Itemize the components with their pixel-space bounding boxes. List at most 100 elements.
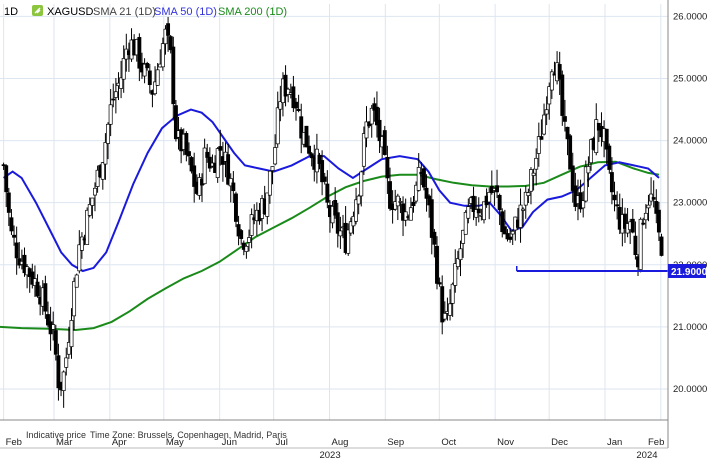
candle-body [325, 183, 330, 203]
candlestick-series [1, 16, 664, 408]
x-tick-label: Nov [497, 437, 514, 448]
candle-body [609, 172, 614, 193]
candle-body [244, 245, 249, 252]
x-tick-label: Jan [607, 437, 622, 448]
candle-body [1, 164, 6, 167]
candle-body [482, 201, 486, 221]
candle-body [356, 195, 361, 205]
candle-body [66, 342, 71, 355]
candle-body [544, 109, 549, 115]
candle-body [487, 191, 492, 203]
legend-sma21[interactable]: SMA 21 (1D) [93, 6, 156, 18]
candle-body [424, 187, 429, 199]
candle-body [12, 234, 16, 238]
candle-body [87, 204, 92, 216]
y-tick-label: 23.0000 [673, 198, 707, 209]
candle-body [374, 106, 379, 126]
candle-body [64, 357, 69, 368]
candle-body [189, 157, 194, 172]
y-tick-label: 26.0000 [673, 11, 707, 22]
candle-body [476, 208, 481, 214]
candle-body [69, 320, 74, 348]
candle-body [171, 46, 176, 105]
candle-body [453, 263, 458, 286]
candle-body [646, 204, 651, 209]
sma200-line [0, 160, 660, 332]
support-price-badge-bg [668, 263, 706, 278]
candle-body [539, 136, 544, 140]
candle-body [283, 74, 288, 97]
candle-body [557, 64, 562, 80]
x-tick-label: Jul [276, 437, 288, 448]
candle-body [173, 105, 178, 140]
candle-body [643, 212, 648, 221]
candle-body [615, 204, 620, 207]
candle-body [137, 37, 142, 69]
candle-body [604, 128, 609, 150]
candle-body [205, 151, 210, 158]
candle-body [549, 71, 554, 91]
candle-body [448, 303, 452, 316]
candle-body [163, 28, 168, 45]
candle-body [594, 119, 599, 153]
candle-body [79, 236, 84, 251]
y-axis: 26.000025.000024.000023.000022.000021.00… [667, 0, 707, 448]
support-price-badge[interactable]: 21.9000 [668, 263, 708, 278]
candle-body [583, 166, 588, 202]
candle-body [542, 114, 546, 135]
candle-body [166, 23, 171, 36]
legend-sma200[interactable]: SMA 200 (1D) [218, 6, 287, 18]
candle-body [168, 36, 173, 51]
candle-body [656, 209, 661, 233]
candle-body [270, 166, 275, 171]
candle-body [153, 81, 157, 95]
candle-body [320, 160, 325, 183]
x-tick-label: Apr [112, 437, 127, 448]
candle-body [450, 283, 455, 304]
candle-body [502, 226, 507, 235]
candle-body [226, 154, 231, 185]
x-year-label: 2024 [636, 450, 657, 461]
candle-body [654, 201, 659, 214]
candle-body [53, 330, 58, 355]
candle-body [119, 77, 124, 89]
candle-body [437, 282, 442, 285]
candle-body [6, 192, 11, 213]
candle-body [651, 197, 656, 200]
candle-body [100, 162, 105, 180]
candle-body [442, 313, 447, 320]
candle-body [518, 204, 523, 228]
candle-body [630, 218, 635, 233]
candle-body [184, 133, 189, 155]
candle-body [106, 123, 110, 144]
candle-body [22, 254, 27, 274]
candle-body [505, 233, 510, 240]
candle-body [61, 371, 66, 391]
candle-body [547, 86, 552, 105]
candle-body [570, 165, 575, 191]
candle-body [317, 154, 322, 164]
candle-body [296, 109, 301, 111]
candle-body [531, 172, 536, 176]
candle-body [30, 271, 35, 285]
candle-body [354, 199, 359, 222]
candle-body [234, 193, 238, 222]
candle-body [440, 286, 445, 323]
candle-body [294, 101, 298, 109]
legend-sma50[interactable]: SMA 50 (1D) [154, 6, 217, 18]
sma50-line [3, 108, 660, 273]
candle-body [286, 88, 291, 95]
candle-body [56, 355, 61, 389]
sma200-layer [0, 160, 660, 332]
symbol-label[interactable]: XAGUSD [47, 6, 94, 18]
symbol-logo-mark-icon [34, 7, 41, 14]
candle-body [526, 192, 531, 196]
candle-body [346, 229, 351, 254]
support-line-layer [516, 265, 668, 272]
candle-body [435, 245, 439, 284]
candle-body [304, 125, 309, 148]
candle-body [147, 70, 152, 85]
candle-body [612, 194, 617, 201]
timeframe-label[interactable]: 1D [4, 6, 18, 18]
